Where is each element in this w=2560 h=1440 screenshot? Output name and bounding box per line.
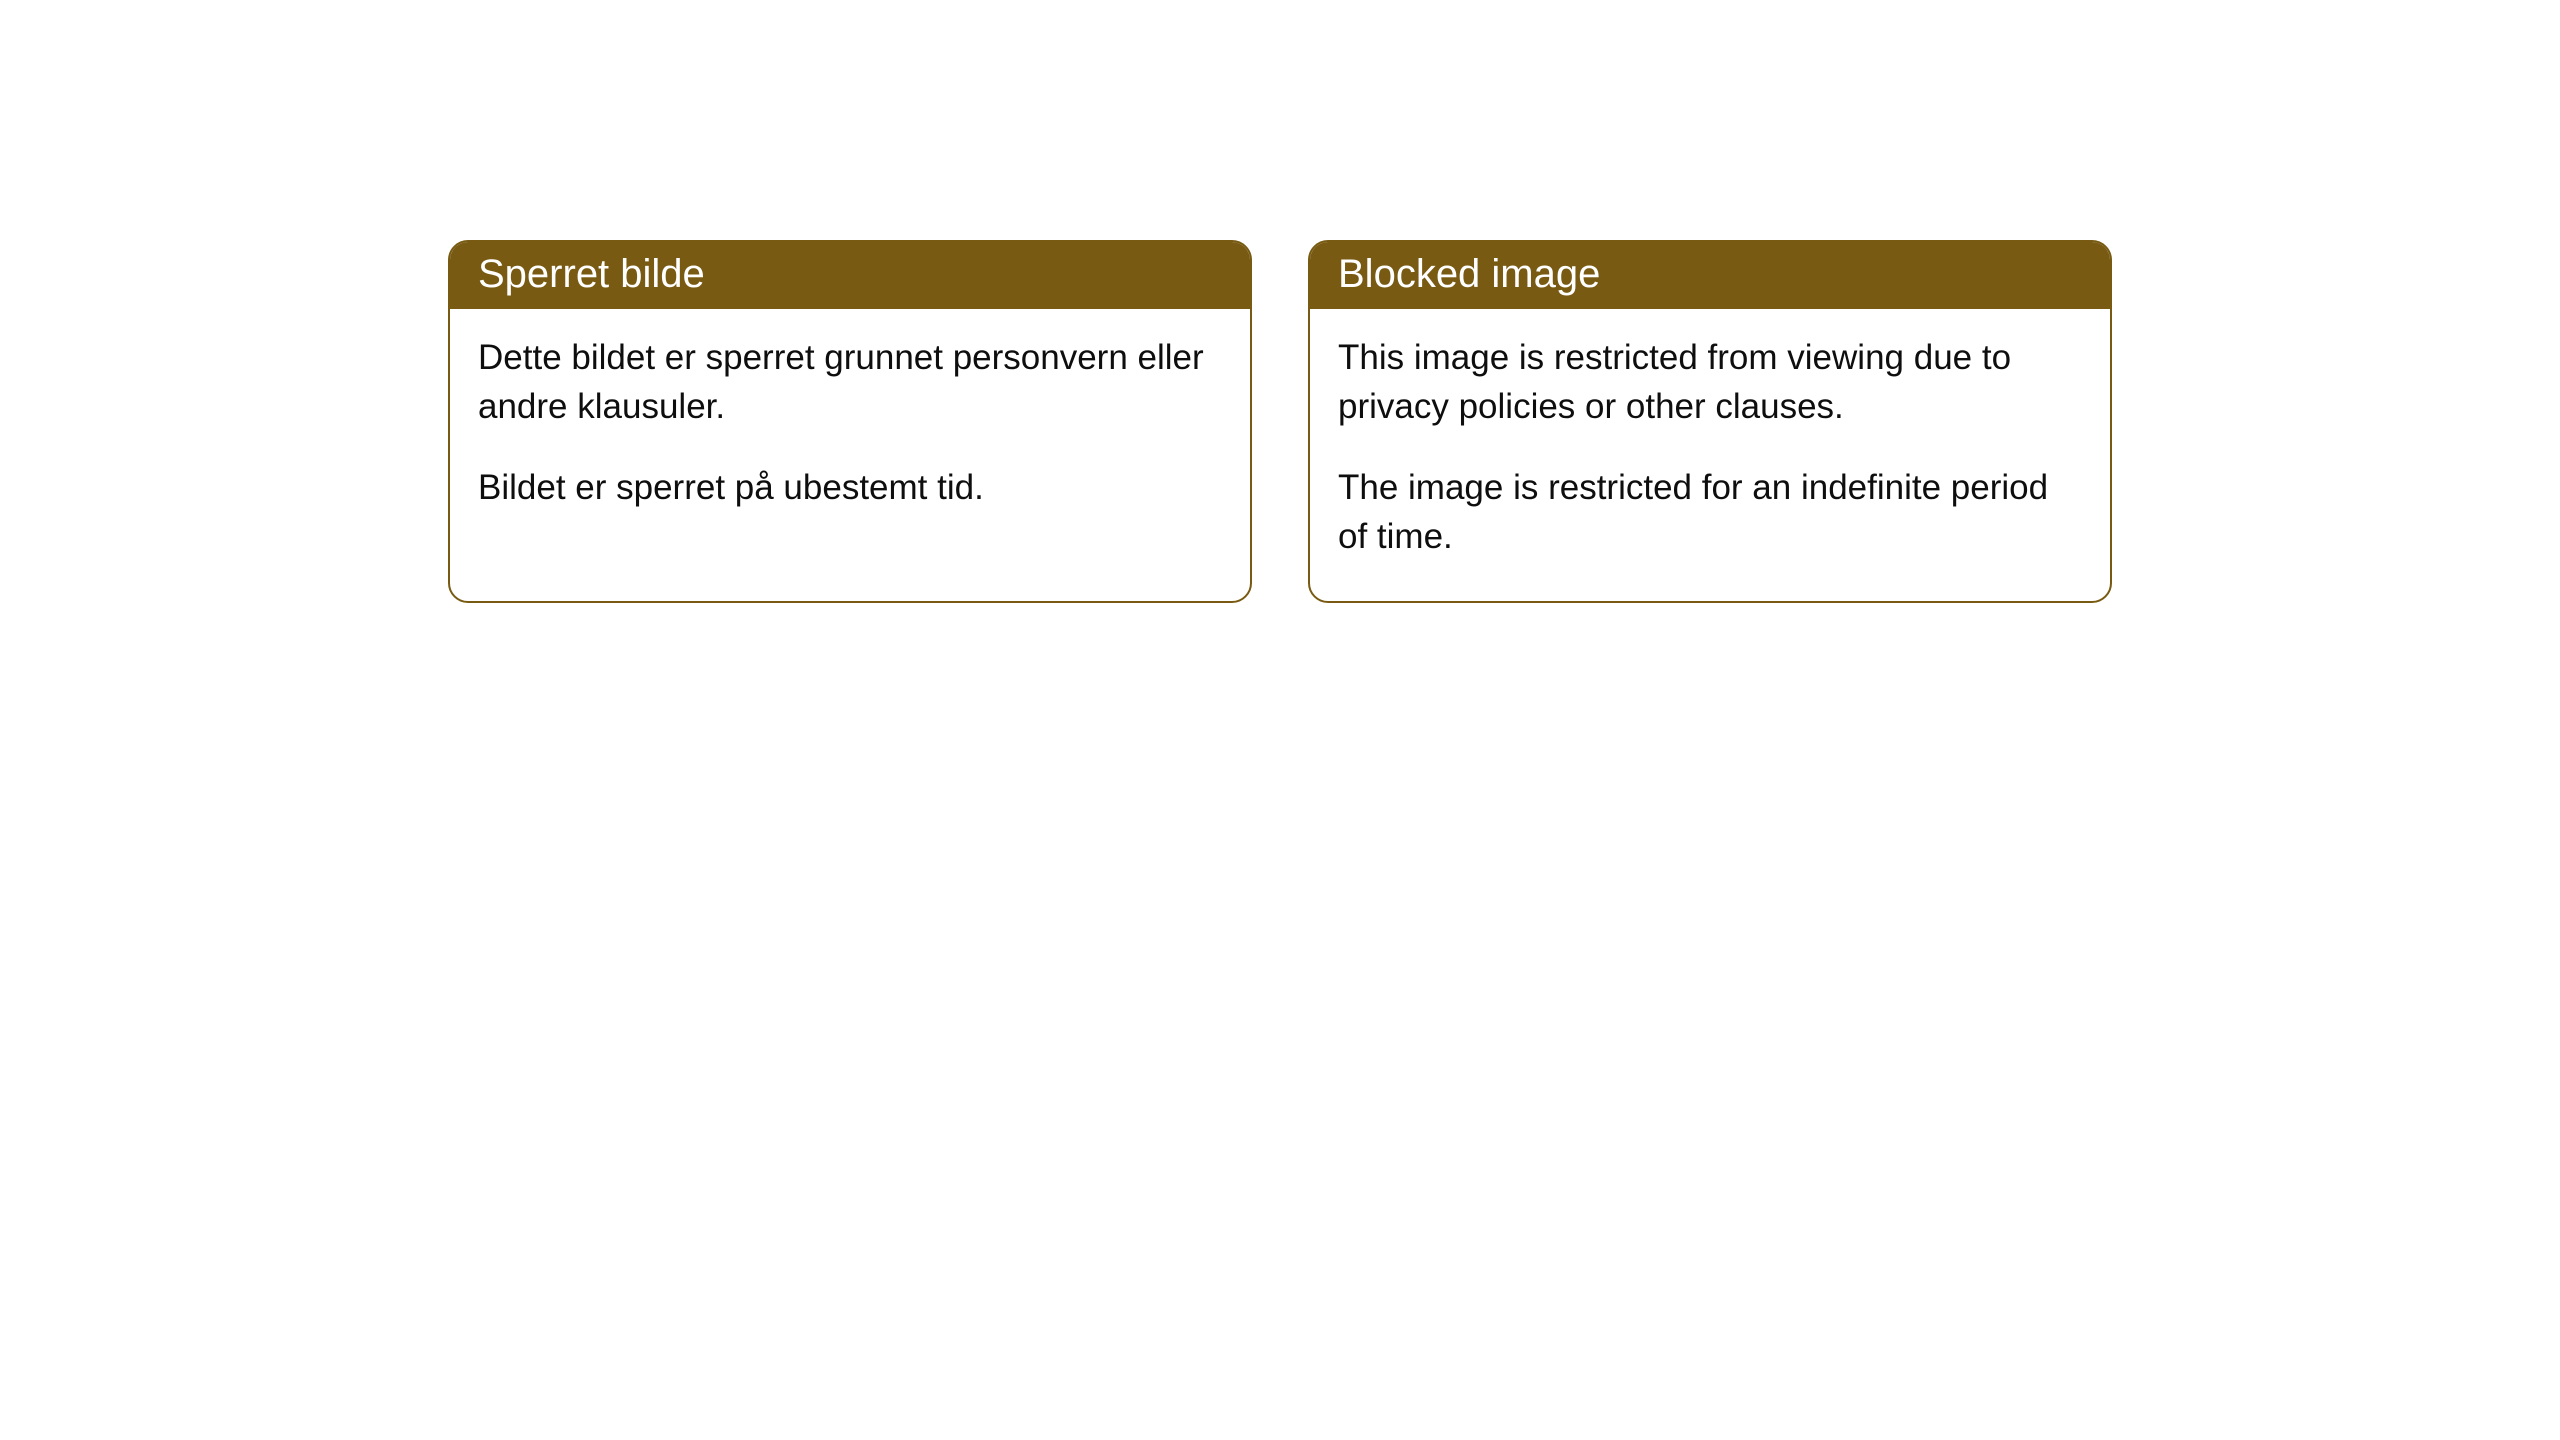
card-text-norwegian-p2: Bildet er sperret på ubestemt tid. <box>478 463 1222 512</box>
cards-container: Sperret bilde Dette bildet er sperret gr… <box>0 0 2560 603</box>
card-header-english: Blocked image <box>1310 242 2110 309</box>
card-body-english: This image is restricted from viewing du… <box>1310 309 2110 601</box>
card-title-english: Blocked image <box>1338 252 1600 296</box>
card-english: Blocked image This image is restricted f… <box>1308 240 2112 603</box>
card-text-english-p1: This image is restricted from viewing du… <box>1338 333 2082 431</box>
card-norwegian: Sperret bilde Dette bildet er sperret gr… <box>448 240 1252 603</box>
card-header-norwegian: Sperret bilde <box>450 242 1250 309</box>
card-text-norwegian-p1: Dette bildet er sperret grunnet personve… <box>478 333 1222 431</box>
card-title-norwegian: Sperret bilde <box>478 252 705 296</box>
card-text-english-p2: The image is restricted for an indefinit… <box>1338 463 2082 561</box>
card-body-norwegian: Dette bildet er sperret grunnet personve… <box>450 309 1250 552</box>
